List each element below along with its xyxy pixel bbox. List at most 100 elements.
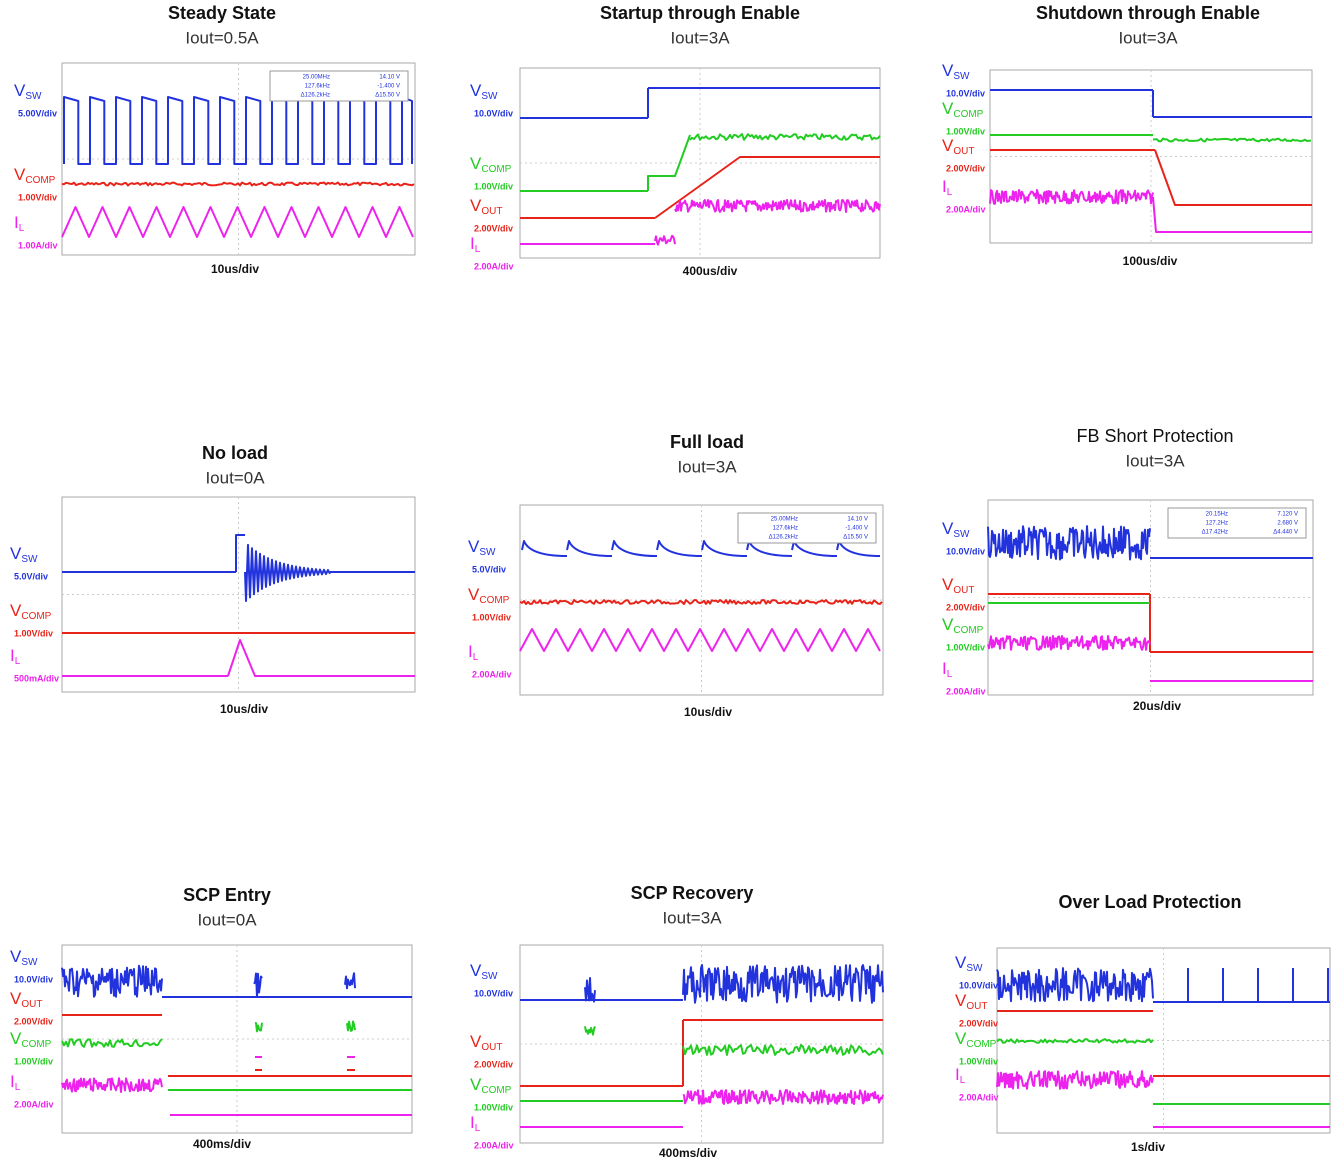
channel-scale: 1.00V/div xyxy=(946,642,985,652)
panel-title: Steady State xyxy=(168,3,276,23)
channel-label: VOUT xyxy=(942,575,974,595)
channel-label: VCOMP xyxy=(10,1029,52,1049)
readout-value: 127.2Hz xyxy=(1206,521,1228,527)
readout-value: Δ126.2kHz xyxy=(769,535,798,541)
channel-scale: 2.00V/div xyxy=(14,1016,53,1026)
readout-value: Δ15.50 V xyxy=(375,93,400,99)
channel-subscript: L xyxy=(947,669,953,680)
panel-title: Over Load Protection xyxy=(1058,892,1241,912)
channel-scale: 10.0V/div xyxy=(474,108,513,118)
channel-label: VOUT xyxy=(470,196,502,216)
channel-label: VSW xyxy=(470,961,498,981)
channel-scale: 2.00A/div xyxy=(946,686,986,696)
channel-label: VSW xyxy=(470,81,498,101)
readout-value: 25.00MHz xyxy=(771,517,798,523)
channel-scale: 10.0V/div xyxy=(946,546,985,556)
channel-scale: 10.0V/div xyxy=(959,980,998,990)
channel-scale: 2.00A/div xyxy=(14,1099,54,1109)
channel-subscript: SW xyxy=(479,547,496,558)
channel-symbol: V xyxy=(942,615,954,634)
channel-symbol: V xyxy=(942,61,954,80)
channel-scale: 2.00V/div xyxy=(946,163,985,173)
channel-subscript: COMP xyxy=(966,1039,996,1050)
channel-label: IL xyxy=(955,1065,966,1085)
channel-subscript: COMP xyxy=(953,625,983,636)
channel-subscript: SW xyxy=(966,963,983,974)
scope-panel: SCP EntryIout=0AVSW10.0V/divVOUT2.00V/di… xyxy=(10,885,412,1151)
channel-subscript: OUT xyxy=(966,1001,987,1012)
channel-symbol: V xyxy=(10,989,22,1008)
panel-subtitle: Iout=3A xyxy=(670,28,730,47)
readout-value: -1.400 V xyxy=(377,84,400,90)
channel-subscript: L xyxy=(473,652,479,663)
channel-symbol: V xyxy=(470,196,482,215)
channel-label: IL xyxy=(10,1072,21,1092)
scope-panel: Shutdown through Enable Iout=3A VSW 10.0V/d… xyxy=(942,3,1312,268)
channel-label: VOUT xyxy=(470,1032,502,1052)
channel-symbol: V xyxy=(470,1075,482,1094)
channel-subscript: COMP xyxy=(479,595,509,606)
channel-subscript: COMP xyxy=(953,109,983,120)
scope-panel: Full loadIout=3AVSW5.0V/divVCOMP1.00V/di… xyxy=(468,432,883,719)
timebase: 1s/div xyxy=(1131,1140,1165,1154)
channel-label: VCOMP xyxy=(468,585,510,605)
timebase: 400us/div xyxy=(683,264,738,278)
channel-symbol: V xyxy=(10,601,22,620)
channel-label: VSW xyxy=(14,81,42,101)
readout-value: 127.6kHz xyxy=(305,84,330,90)
timebase: 10us/div xyxy=(220,702,268,716)
channel-symbol: V xyxy=(468,537,480,556)
channel-subscript: OUT xyxy=(953,585,974,596)
channel-symbol: V xyxy=(14,165,26,184)
channel-subscript: L xyxy=(15,656,21,667)
channel-scale: 2.00A/div xyxy=(472,669,512,679)
panel-title: Shutdown through Enable xyxy=(1036,3,1260,23)
panel-subtitle: Iout=3A xyxy=(1118,28,1178,47)
panel-title: No load xyxy=(202,443,268,463)
channel-scale: 500mA/div xyxy=(14,673,59,683)
channel-symbol: V xyxy=(942,99,954,118)
channel-symbol: V xyxy=(470,961,482,980)
channel-subscript: OUT xyxy=(481,1042,502,1053)
channel-scale: 2.00A/div xyxy=(946,204,986,214)
channel-scale: 10.0V/div xyxy=(946,88,985,98)
channel-scale: 1.00V/div xyxy=(472,612,511,622)
readout-value: 20.15Hz xyxy=(1206,512,1228,518)
channel-subscript: L xyxy=(475,244,481,255)
channel-symbol: V xyxy=(14,81,26,100)
channel-subscript: COMP xyxy=(21,1039,51,1050)
channel-scale: 5.00V/div xyxy=(18,108,57,118)
channel-symbol: V xyxy=(10,947,22,966)
channel-subscript: COMP xyxy=(25,175,55,186)
channel-label: VSW xyxy=(942,61,970,81)
scope-panel: FB Short ProtectionIout=3AVSW10.0V/divVO… xyxy=(942,426,1313,713)
readout-value: 14.10 V xyxy=(379,75,400,81)
channel-label: IL xyxy=(942,659,953,679)
channel-label: VSW xyxy=(468,537,496,557)
channel-subscript: COMP xyxy=(21,611,51,622)
readout-value: Δ17.42Hz xyxy=(1202,530,1228,536)
panel-title: SCP Recovery xyxy=(631,883,754,903)
scope-panel: Steady StateIout=0.5AVSW5.00V/divVCOMP1.… xyxy=(14,3,415,276)
timebase: 400ms/div xyxy=(193,1137,251,1151)
channel-symbol: V xyxy=(470,154,482,173)
channel-label: IL xyxy=(470,234,481,254)
timebase: 100us/div xyxy=(1123,254,1178,268)
channel-label: VSW xyxy=(10,544,38,564)
timebase: 20us/div xyxy=(1133,699,1181,713)
channel-subscript: SW xyxy=(953,529,970,540)
readout-value: 14.10 V xyxy=(847,517,868,523)
channel-label: IL xyxy=(942,177,953,197)
channel-label: VCOMP xyxy=(470,1075,512,1095)
timebase: 10us/div xyxy=(684,705,732,719)
channel-symbol: V xyxy=(470,81,482,100)
scope-panel: Over Load ProtectionVSW10.0V/divVOUT2.00… xyxy=(955,892,1330,1154)
channel-symbol: V xyxy=(955,953,967,972)
channel-symbol: V xyxy=(955,991,967,1010)
channel-scale: 2.00A/div xyxy=(474,1140,514,1150)
channel-subscript: SW xyxy=(481,971,498,982)
channel-symbol: V xyxy=(470,1032,482,1051)
channel-scale: 2.00V/div xyxy=(946,602,985,612)
channel-subscript: SW xyxy=(25,91,42,102)
panel-subtitle: Iout=3A xyxy=(1125,451,1185,470)
